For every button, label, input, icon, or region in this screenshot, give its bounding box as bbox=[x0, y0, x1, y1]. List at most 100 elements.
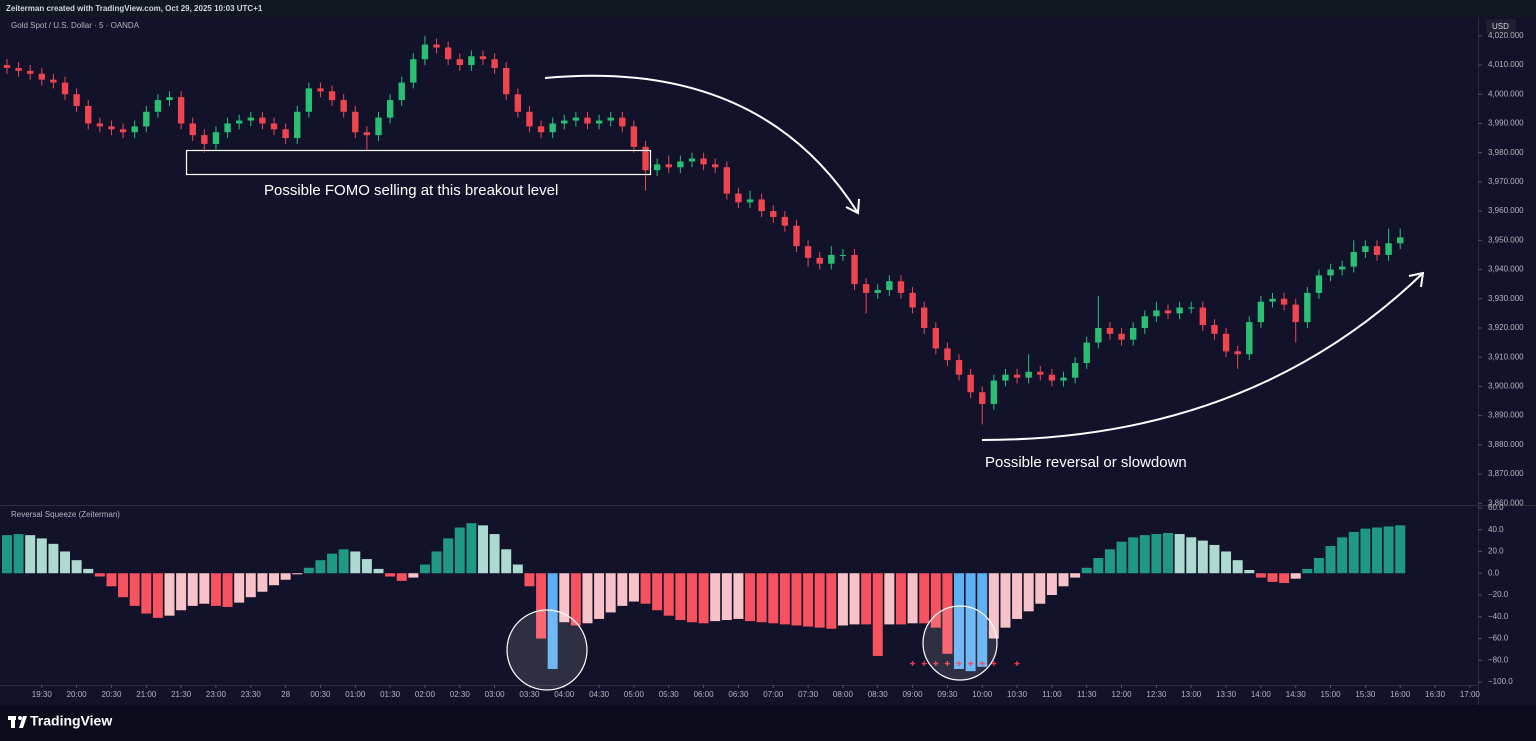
y-tick-label: 4,020.000 bbox=[1488, 31, 1524, 40]
histogram-bar bbox=[1383, 526, 1394, 574]
signal-marker bbox=[944, 661, 950, 667]
x-tick-label: 16:00 bbox=[1390, 690, 1411, 699]
logo-mark[interactable] bbox=[8, 716, 27, 728]
logo-shape[interactable] bbox=[19, 716, 27, 728]
histogram-bar bbox=[129, 573, 140, 606]
currency[interactable]: USD bbox=[1492, 22, 1509, 31]
histogram-bar bbox=[954, 573, 965, 670]
histogram-bar bbox=[466, 523, 477, 574]
candle-body bbox=[491, 59, 498, 68]
candle-body bbox=[3, 65, 11, 68]
candle-body bbox=[154, 100, 162, 112]
candle-body bbox=[1095, 327, 1102, 343]
histogram-bar bbox=[269, 573, 279, 586]
y-tick-label: 3,890.000 bbox=[1488, 411, 1524, 420]
candle-body bbox=[1292, 304, 1299, 323]
histogram-bar bbox=[1395, 525, 1406, 574]
x-tick-label: 19:30 bbox=[32, 690, 53, 699]
y-tick-label: 60.0 bbox=[1488, 503, 1504, 512]
histogram-bar bbox=[814, 573, 825, 628]
candle-body bbox=[526, 111, 533, 127]
x-tick-label: 08:30 bbox=[868, 690, 889, 699]
candle-body bbox=[1211, 325, 1218, 334]
candle-body bbox=[1037, 371, 1044, 375]
candle-body bbox=[1280, 298, 1288, 305]
histogram-bar bbox=[141, 573, 152, 614]
histogram-bar bbox=[1337, 537, 1348, 574]
histogram-bar bbox=[1081, 567, 1092, 574]
x-tick-label: 07:00 bbox=[763, 690, 784, 699]
candle-body bbox=[235, 120, 243, 124]
x-tick-label: 08:00 bbox=[833, 690, 854, 699]
indicator-title[interactable]: Reversal Squeeze (Zeiterman) bbox=[11, 510, 120, 519]
histogram-bar bbox=[199, 573, 210, 604]
histogram-bar bbox=[907, 573, 918, 624]
histogram-bar bbox=[686, 573, 697, 623]
x-tick-label: 06:00 bbox=[694, 690, 715, 699]
x-tick-label: 28 bbox=[281, 690, 290, 699]
histogram-bar bbox=[895, 573, 906, 625]
x-tick-label: 20:00 bbox=[67, 690, 88, 699]
histogram-bar bbox=[1058, 573, 1069, 587]
candle-body bbox=[1060, 377, 1067, 381]
candle-body bbox=[1106, 327, 1114, 334]
candle-body bbox=[328, 91, 336, 101]
histogram-bar bbox=[1267, 573, 1278, 582]
candle-body bbox=[294, 111, 301, 139]
candle-body bbox=[282, 129, 289, 139]
candle-body bbox=[26, 70, 34, 74]
candle-body bbox=[607, 117, 614, 121]
histogram-bar bbox=[1325, 546, 1336, 574]
candle-body bbox=[955, 360, 963, 375]
candle-body bbox=[1048, 374, 1056, 381]
candle-body bbox=[1362, 246, 1369, 253]
x-tick-label: 12:30 bbox=[1146, 690, 1167, 699]
candle-body bbox=[1025, 371, 1032, 378]
candle-body bbox=[1222, 333, 1230, 352]
y-tick-label: 3,960.000 bbox=[1488, 206, 1524, 215]
candle-body bbox=[816, 257, 823, 264]
logo-text[interactable]: TradingView bbox=[30, 713, 112, 729]
candle-body bbox=[642, 146, 649, 171]
candle-body bbox=[1373, 246, 1381, 255]
signal-marker bbox=[991, 661, 997, 667]
candle-body bbox=[15, 67, 22, 71]
y-tick-label: 3,860.000 bbox=[1488, 498, 1524, 507]
histogram-bar bbox=[1360, 528, 1371, 574]
symbol-title[interactable]: Gold Spot / U.S. Dollar · 5 · OANDA bbox=[11, 21, 140, 30]
x-tick-label: 23:30 bbox=[241, 690, 262, 699]
y-tick-label: 3,980.000 bbox=[1488, 148, 1524, 157]
logo-shape[interactable] bbox=[18, 716, 22, 720]
histogram-bar bbox=[861, 573, 872, 625]
candle-body bbox=[73, 94, 80, 106]
x-tick-label: 15:30 bbox=[1355, 690, 1376, 699]
histogram-bar bbox=[501, 549, 512, 574]
logo-shape[interactable] bbox=[11, 716, 15, 728]
candle-body bbox=[967, 374, 974, 393]
candle-body bbox=[1246, 322, 1253, 355]
candle-body bbox=[468, 56, 475, 66]
y-tick-label: −60.0 bbox=[1488, 634, 1509, 643]
histogram-bar bbox=[942, 573, 953, 654]
x-tick-label: 15:00 bbox=[1321, 690, 1342, 699]
arrow-down bbox=[544, 74, 859, 214]
histogram-bar bbox=[477, 525, 488, 574]
credit: Zeiterman created with TradingView.com, … bbox=[6, 4, 263, 13]
histogram-bar bbox=[547, 573, 558, 670]
candle-body bbox=[1002, 374, 1009, 381]
y-tick-label: 4,000.000 bbox=[1488, 89, 1524, 98]
currency-badge[interactable] bbox=[1486, 19, 1516, 34]
candle-body bbox=[61, 82, 69, 95]
histogram-bar bbox=[1, 535, 12, 574]
candle-body bbox=[247, 117, 254, 121]
histogram-bar bbox=[1313, 557, 1324, 574]
marks bbox=[1, 35, 1406, 672]
candle-body bbox=[1129, 327, 1137, 340]
histogram-bar bbox=[826, 573, 837, 629]
histogram-bar bbox=[756, 573, 767, 623]
candle-body bbox=[1141, 316, 1148, 328]
histogram-bar bbox=[60, 551, 71, 574]
candle-body bbox=[1327, 269, 1334, 276]
candle-body bbox=[270, 123, 278, 130]
